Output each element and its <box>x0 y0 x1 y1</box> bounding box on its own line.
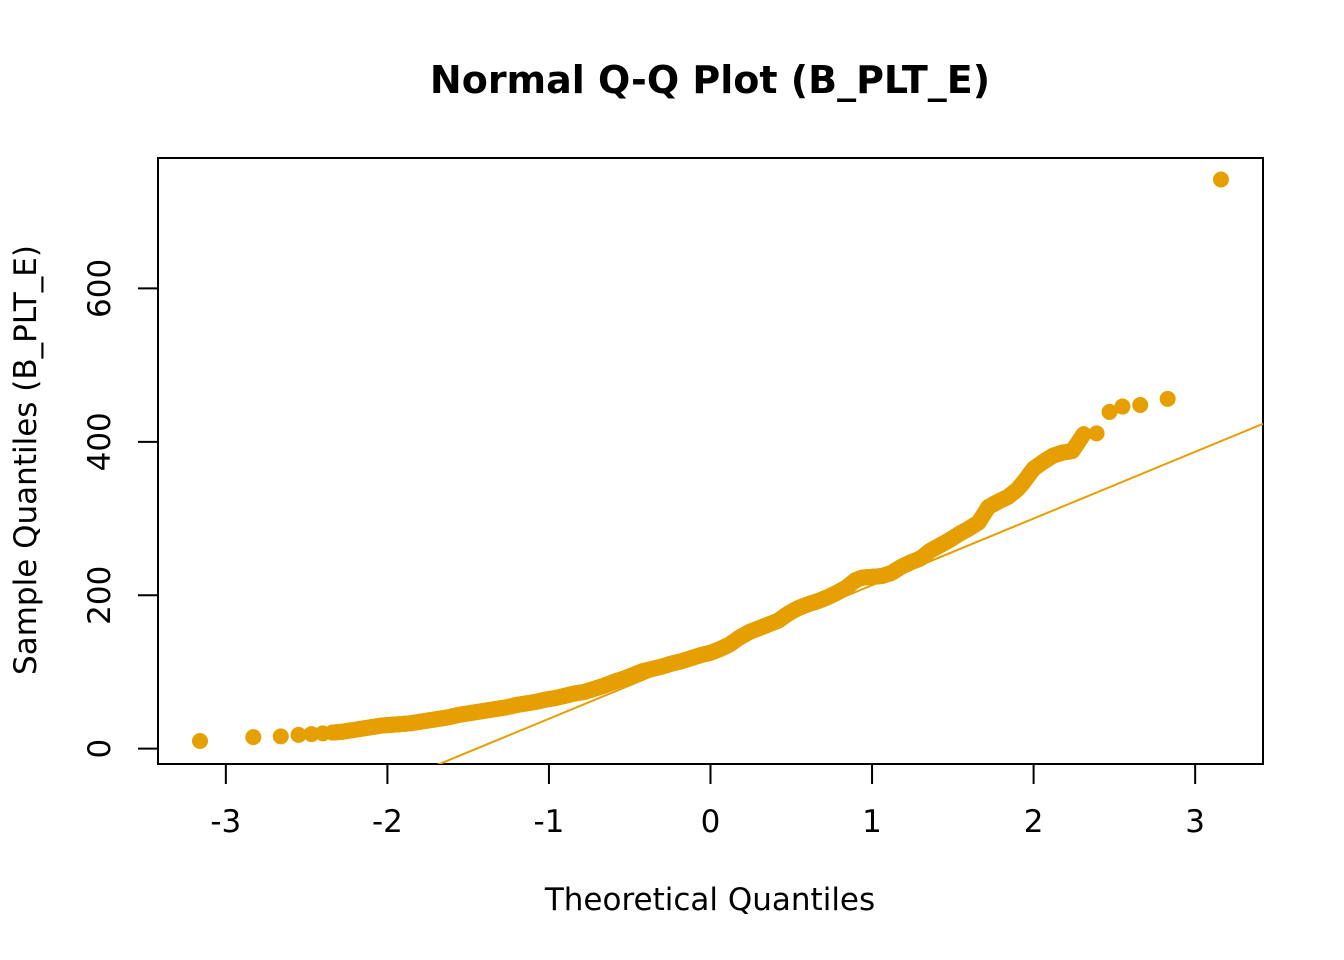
data-point <box>1114 398 1131 415</box>
data-point <box>1075 426 1092 443</box>
x-tick-label: -1 <box>533 804 564 840</box>
y-axis-label: Sample Quantiles (B_PLT_E) <box>8 245 44 675</box>
data-point <box>192 732 209 749</box>
x-tick-label: 1 <box>862 804 882 840</box>
y-tick-label: 0 <box>82 739 118 759</box>
plot-frame <box>157 157 1264 765</box>
chart-title: Normal Q-Q Plot (B_PLT_E) <box>430 58 990 102</box>
x-axis: -3 -2 -1 0 1 2 3 <box>210 764 1205 840</box>
data-point <box>1101 403 1118 420</box>
x-tick-label: -2 <box>372 804 403 840</box>
y-axis: 0 200 400 600 <box>82 259 158 759</box>
x-tick-label: 2 <box>1024 804 1044 840</box>
data-point <box>290 726 307 743</box>
y-tick-label: 200 <box>82 566 118 625</box>
data-point <box>272 728 289 745</box>
data-point <box>1132 397 1149 414</box>
y-tick-label: 400 <box>82 412 118 471</box>
data-points <box>192 171 1229 749</box>
data-point <box>245 729 262 746</box>
x-tick-label: -3 <box>210 804 241 840</box>
data-point <box>1159 390 1176 407</box>
data-point <box>1088 425 1105 442</box>
data-point <box>1212 171 1229 188</box>
x-tick-label: 0 <box>701 804 721 840</box>
y-tick-label: 600 <box>82 259 118 318</box>
x-axis-label: Theoretical Quantiles <box>544 882 875 918</box>
x-tick-label: 3 <box>1185 804 1205 840</box>
